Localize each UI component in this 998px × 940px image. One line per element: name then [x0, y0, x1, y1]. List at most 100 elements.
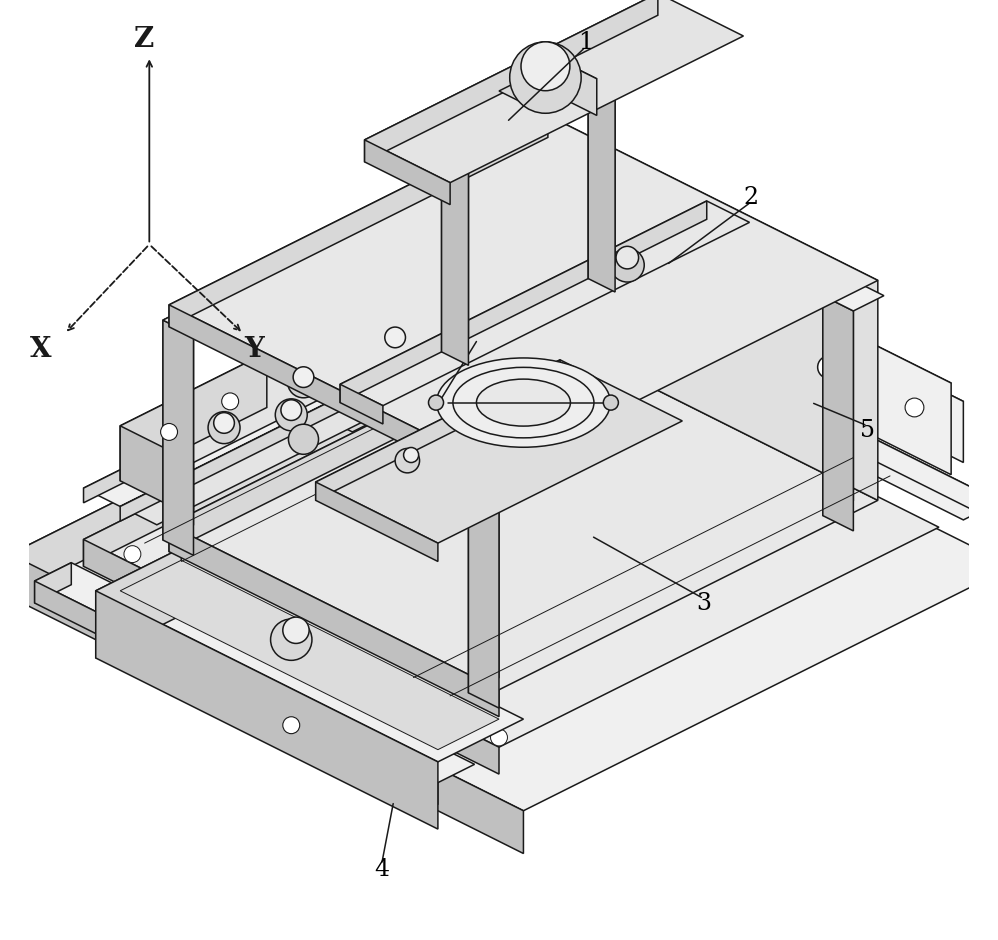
Circle shape [282, 618, 309, 644]
Polygon shape [96, 396, 364, 530]
Circle shape [282, 717, 299, 734]
Polygon shape [96, 548, 182, 658]
Polygon shape [468, 458, 499, 693]
Polygon shape [35, 581, 438, 805]
Circle shape [293, 367, 313, 387]
Polygon shape [163, 321, 194, 556]
Polygon shape [163, 305, 194, 540]
Polygon shape [597, 248, 951, 426]
Polygon shape [84, 540, 499, 775]
Polygon shape [683, 248, 951, 475]
Circle shape [280, 400, 301, 420]
Circle shape [214, 413, 235, 433]
Circle shape [491, 729, 507, 746]
Polygon shape [169, 116, 878, 470]
Circle shape [288, 424, 318, 454]
Polygon shape [120, 352, 266, 481]
Polygon shape [120, 560, 499, 750]
Text: X: X [30, 337, 51, 363]
Polygon shape [120, 352, 340, 462]
Circle shape [733, 313, 754, 336]
Polygon shape [364, 0, 658, 162]
Polygon shape [35, 563, 71, 603]
Polygon shape [10, 310, 998, 810]
Polygon shape [169, 116, 548, 327]
Circle shape [208, 412, 241, 444]
Circle shape [831, 362, 850, 380]
Polygon shape [468, 473, 499, 708]
Polygon shape [560, 300, 998, 520]
Ellipse shape [436, 358, 611, 447]
Polygon shape [340, 384, 383, 424]
Circle shape [905, 399, 924, 417]
Polygon shape [517, 143, 548, 378]
Polygon shape [597, 248, 683, 384]
Polygon shape [548, 116, 878, 500]
Polygon shape [468, 458, 530, 488]
Circle shape [604, 395, 619, 410]
Circle shape [428, 395, 443, 410]
Text: 5: 5 [860, 419, 875, 442]
Polygon shape [588, 45, 615, 278]
Polygon shape [96, 548, 523, 761]
Circle shape [510, 41, 581, 114]
Polygon shape [96, 591, 438, 829]
Polygon shape [169, 336, 878, 690]
Circle shape [403, 447, 418, 462]
Text: 3: 3 [697, 592, 712, 615]
Polygon shape [169, 525, 499, 716]
Circle shape [393, 375, 410, 392]
Polygon shape [10, 555, 523, 854]
Text: 1: 1 [578, 31, 593, 54]
Polygon shape [84, 320, 939, 747]
Circle shape [270, 619, 312, 660]
Polygon shape [120, 323, 523, 525]
Polygon shape [340, 201, 707, 402]
Text: 4: 4 [374, 858, 389, 881]
Ellipse shape [476, 379, 571, 426]
Polygon shape [441, 118, 468, 352]
Polygon shape [120, 323, 487, 521]
Polygon shape [340, 201, 749, 406]
Polygon shape [84, 305, 450, 503]
Polygon shape [499, 60, 597, 109]
Polygon shape [441, 118, 495, 146]
Polygon shape [84, 305, 487, 507]
Circle shape [124, 545, 141, 562]
Circle shape [379, 326, 411, 358]
Polygon shape [732, 321, 804, 419]
Circle shape [817, 356, 840, 379]
Polygon shape [732, 321, 963, 438]
Polygon shape [560, 300, 597, 340]
Polygon shape [315, 360, 560, 500]
Circle shape [222, 393, 239, 410]
Text: Y: Y [245, 337, 264, 363]
Circle shape [161, 423, 178, 441]
Circle shape [616, 246, 639, 269]
Polygon shape [10, 310, 499, 597]
Text: 2: 2 [744, 186, 758, 209]
Polygon shape [120, 426, 194, 517]
Polygon shape [588, 45, 642, 72]
Circle shape [275, 399, 307, 431]
Polygon shape [441, 132, 468, 366]
Polygon shape [588, 58, 615, 292]
Polygon shape [169, 305, 499, 492]
Polygon shape [822, 296, 853, 531]
Circle shape [210, 466, 227, 483]
Polygon shape [517, 128, 548, 363]
Polygon shape [822, 280, 853, 516]
Circle shape [611, 248, 645, 282]
Circle shape [395, 448, 419, 473]
Polygon shape [163, 305, 224, 336]
Polygon shape [364, 140, 450, 205]
Polygon shape [169, 336, 548, 552]
Polygon shape [315, 482, 438, 561]
Polygon shape [560, 60, 597, 116]
Circle shape [379, 343, 403, 368]
Polygon shape [517, 128, 579, 158]
Polygon shape [364, 0, 744, 182]
Polygon shape [822, 280, 884, 311]
Circle shape [385, 327, 405, 348]
Circle shape [521, 42, 570, 91]
